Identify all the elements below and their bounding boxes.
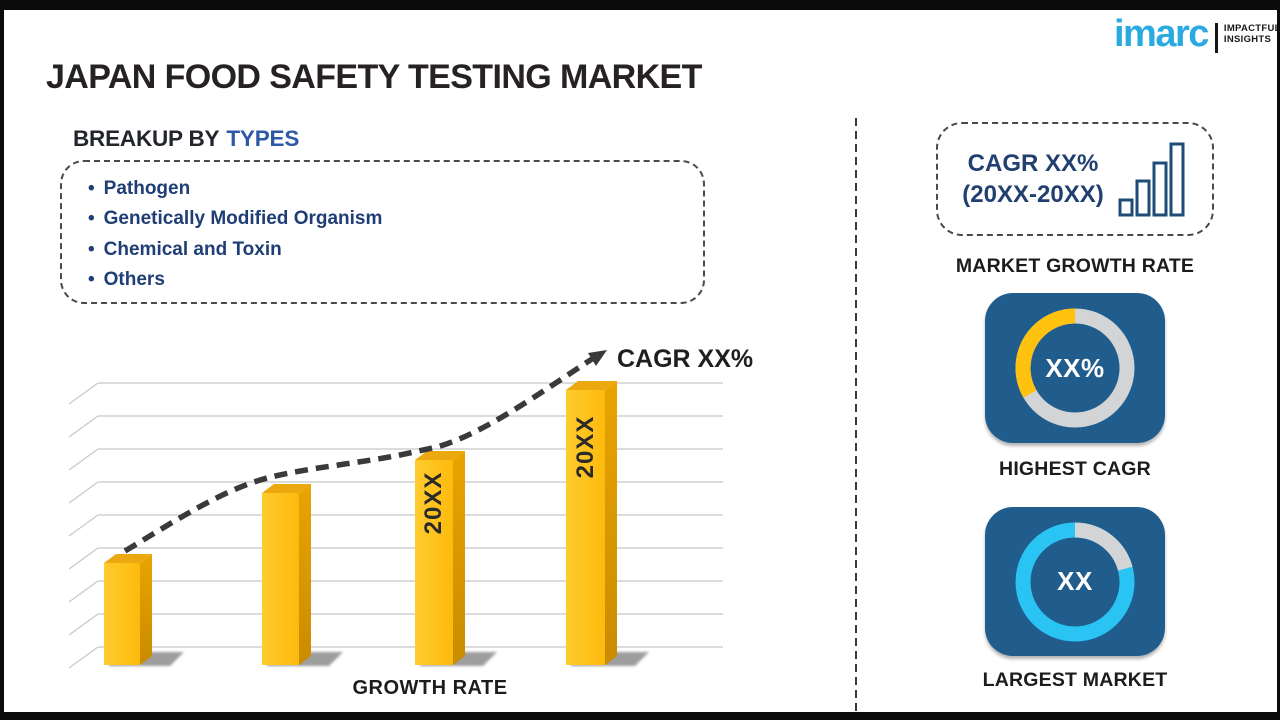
breakup-heading-highlight: TYPES (226, 126, 300, 151)
chart-x-axis-label: GROWTH RATE (352, 677, 508, 699)
logo-tagline-line2: INSIGHTS (1223, 34, 1272, 45)
breakup-heading: BREAKUP BY TYPES (73, 126, 299, 152)
trend-arrowhead-icon (588, 350, 607, 366)
highest-cagr-tile: XX% (985, 293, 1165, 443)
logo-tagline: IMPACTFUL INSIGHTS (1224, 23, 1280, 45)
bar-20xx-b: 20XX (566, 381, 617, 665)
bar-chart-svg: 20XX 20XX CAGR XX% (68, 345, 753, 669)
market-growth-rate-label: MARKET GROWTH RATE (955, 255, 1195, 277)
cagr-period-line: (20XX-20XX) (962, 181, 1104, 208)
highest-cagr-donut: XX% (1010, 303, 1140, 433)
logo-tagline-line1: IMPACTFUL (1223, 23, 1280, 34)
cagr-summary-box: CAGR XX% (20XX-20XX) (936, 122, 1214, 236)
trend-cagr-label: CAGR XX% (617, 345, 753, 373)
breakup-types-box: Pathogen Genetically Modified Organism C… (60, 160, 705, 304)
cagr-summary-text: CAGR XX% (20XX-20XX) (962, 148, 1103, 210)
breakup-heading-prefix: BREAKUP BY (73, 126, 220, 151)
largest-market-donut: XX (1010, 517, 1140, 647)
ascending-bars-icon (1118, 142, 1185, 217)
growth-rate-bar-chart: 20XX 20XX CAGR XX% (55, 335, 755, 710)
bar-label: 20XX (420, 472, 447, 535)
chart-gridlines (68, 382, 723, 669)
list-item: Genetically Modified Organism (88, 204, 703, 234)
logo-separator (1214, 23, 1218, 53)
highest-cagr-donut-svg (1015, 308, 1135, 428)
bar-label: 20XX (572, 416, 599, 479)
bar-2016 (262, 484, 311, 665)
breakup-types-list: Pathogen Genetically Modified Organism C… (88, 174, 703, 295)
largest-market-donut-svg (1015, 522, 1135, 641)
page-title: JAPAN FOOD SAFETY TESTING MARKET (46, 58, 702, 96)
imarc-logo: imarc IMPACTFUL INSIGHTS (1114, 14, 1280, 54)
highest-cagr-label: HIGHEST CAGR (999, 458, 1151, 480)
cagr-value-line: CAGR XX% (967, 150, 1099, 177)
largest-market-tile: XX (985, 507, 1165, 656)
bar-2015 (104, 554, 152, 665)
list-item: Chemical and Toxin (88, 235, 703, 265)
imarc-logo-wordmark: imarc (1114, 13, 1209, 55)
highest-cagr-value: XX% (1045, 352, 1105, 383)
bar-20xx-a: 20XX (415, 451, 465, 665)
largest-market-label: LARGEST MARKET (982, 669, 1168, 691)
list-item: Others (88, 265, 703, 295)
trend-line (123, 354, 597, 554)
section-divider (855, 118, 857, 712)
largest-market-value: XX (1057, 566, 1093, 596)
list-item: Pathogen (88, 174, 703, 204)
